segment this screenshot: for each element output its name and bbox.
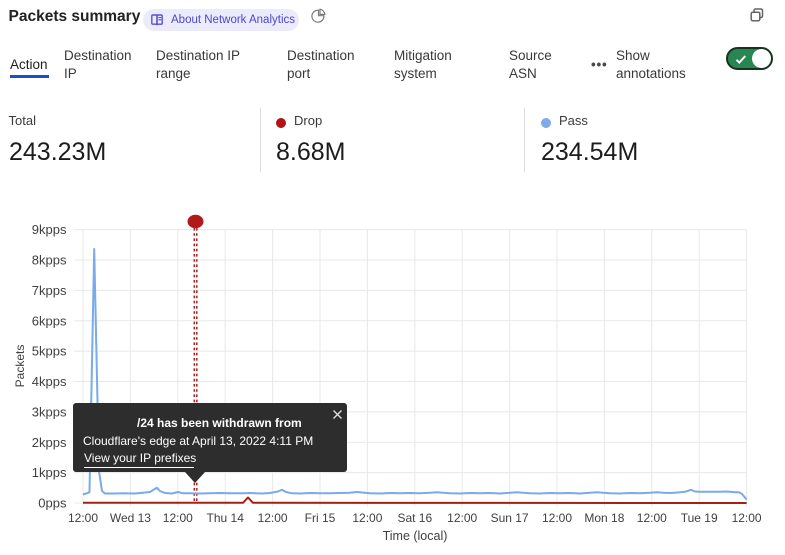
svg-text:5kpps: 5kpps — [32, 344, 67, 359]
svg-text:12:00: 12:00 — [352, 511, 382, 525]
svg-text:12:00: 12:00 — [447, 511, 477, 525]
svg-text:0pps: 0pps — [38, 496, 67, 511]
svg-text:12:00: 12:00 — [542, 511, 572, 525]
svg-text:12:00: 12:00 — [68, 511, 98, 525]
svg-text:1kpps: 1kpps — [32, 465, 67, 480]
svg-text:9kpps: 9kpps — [32, 222, 67, 237]
svg-text:Sun 17: Sun 17 — [491, 511, 529, 525]
svg-text:Packets: Packets — [13, 345, 27, 388]
svg-text:Sat 16: Sat 16 — [397, 511, 432, 525]
svg-text:12:00: 12:00 — [258, 511, 288, 525]
svg-text:7kpps: 7kpps — [32, 283, 67, 298]
svg-text:Wed 13: Wed 13 — [110, 511, 151, 525]
svg-text:Mon 18: Mon 18 — [584, 511, 624, 525]
svg-text:12:00: 12:00 — [637, 511, 667, 525]
svg-text:6kpps: 6kpps — [32, 313, 67, 328]
svg-text:Tue 19: Tue 19 — [681, 511, 718, 525]
svg-text:12:00: 12:00 — [732, 511, 762, 525]
svg-text:Thu 14: Thu 14 — [207, 511, 245, 525]
svg-text:2kpps: 2kpps — [32, 435, 67, 450]
svg-text:3kpps: 3kpps — [32, 404, 67, 419]
svg-text:4kpps: 4kpps — [32, 374, 67, 389]
svg-text:8kpps: 8kpps — [32, 253, 67, 268]
svg-text:12:00: 12:00 — [163, 511, 193, 525]
svg-text:Time (local): Time (local) — [383, 529, 448, 543]
svg-text:Fri 15: Fri 15 — [305, 511, 336, 525]
